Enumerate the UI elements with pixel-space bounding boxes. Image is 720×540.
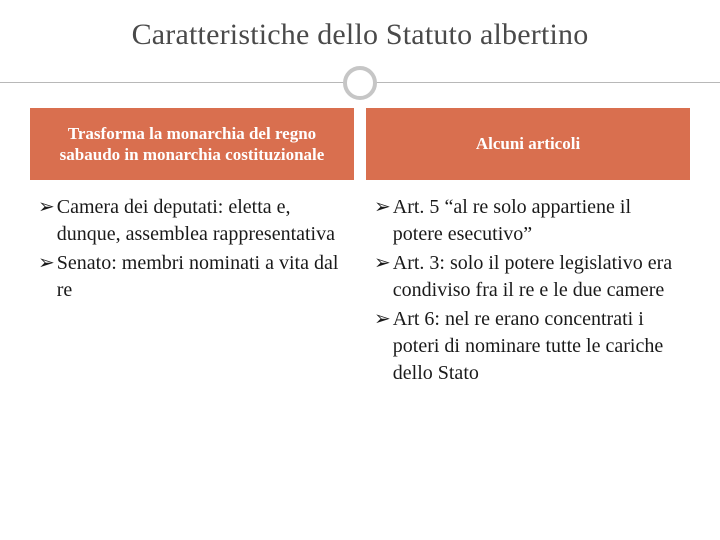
bullet-icon: ➢ [374,194,391,221]
list-item: ➢ Art. 5 “al re solo appartiene il poter… [374,194,682,248]
item-text: Art 6: nel re erano concentrati i poteri… [393,306,682,387]
list-item: ➢ Camera dei deputati: eletta e, dunque,… [38,194,346,248]
title-decoration [30,66,690,102]
columns: Trasforma la monarchia del regno sabaudo… [30,108,690,397]
right-column-body: ➢ Art. 5 “al re solo appartiene il poter… [366,180,690,397]
bullet-icon: ➢ [374,306,391,333]
bullet-icon: ➢ [374,250,391,277]
left-column-body: ➢ Camera dei deputati: eletta e, dunque,… [30,180,354,314]
item-lead: Art. 5 [393,196,440,218]
bullet-icon: ➢ [38,194,55,221]
list-item: ➢ Art 6: nel re erano concentrati i pote… [374,306,682,387]
item-text: Art. 3: solo il potere legislativo era c… [393,250,682,304]
slide: Caratteristiche dello Statuto albertino … [0,0,720,540]
circle-icon [343,66,377,100]
left-column-header: Trasforma la monarchia del regno sabaudo… [30,108,354,180]
item-text: Art. 5 “al re solo appartiene il potere … [393,194,682,248]
item-lead: Senato: [57,252,117,274]
item-text: Camera dei deputati: eletta e, dunque, a… [57,194,346,248]
right-column-header: Alcuni articoli [366,108,690,180]
right-column: Alcuni articoli ➢ Art. 5 “al re solo app… [366,108,690,397]
list-item: ➢ Senato: membri nominati a vita dal re [38,250,346,304]
page-title: Caratteristiche dello Statuto albertino [30,18,690,52]
item-lead: Art 6: [393,308,440,330]
left-column: Trasforma la monarchia del regno sabaudo… [30,108,354,397]
item-lead: Art. 3: [393,252,445,274]
bullet-icon: ➢ [38,250,55,277]
item-text: Senato: membri nominati a vita dal re [57,250,346,304]
item-lead: Camera dei deputati: [57,196,224,218]
list-item: ➢ Art. 3: solo il potere legislativo era… [374,250,682,304]
